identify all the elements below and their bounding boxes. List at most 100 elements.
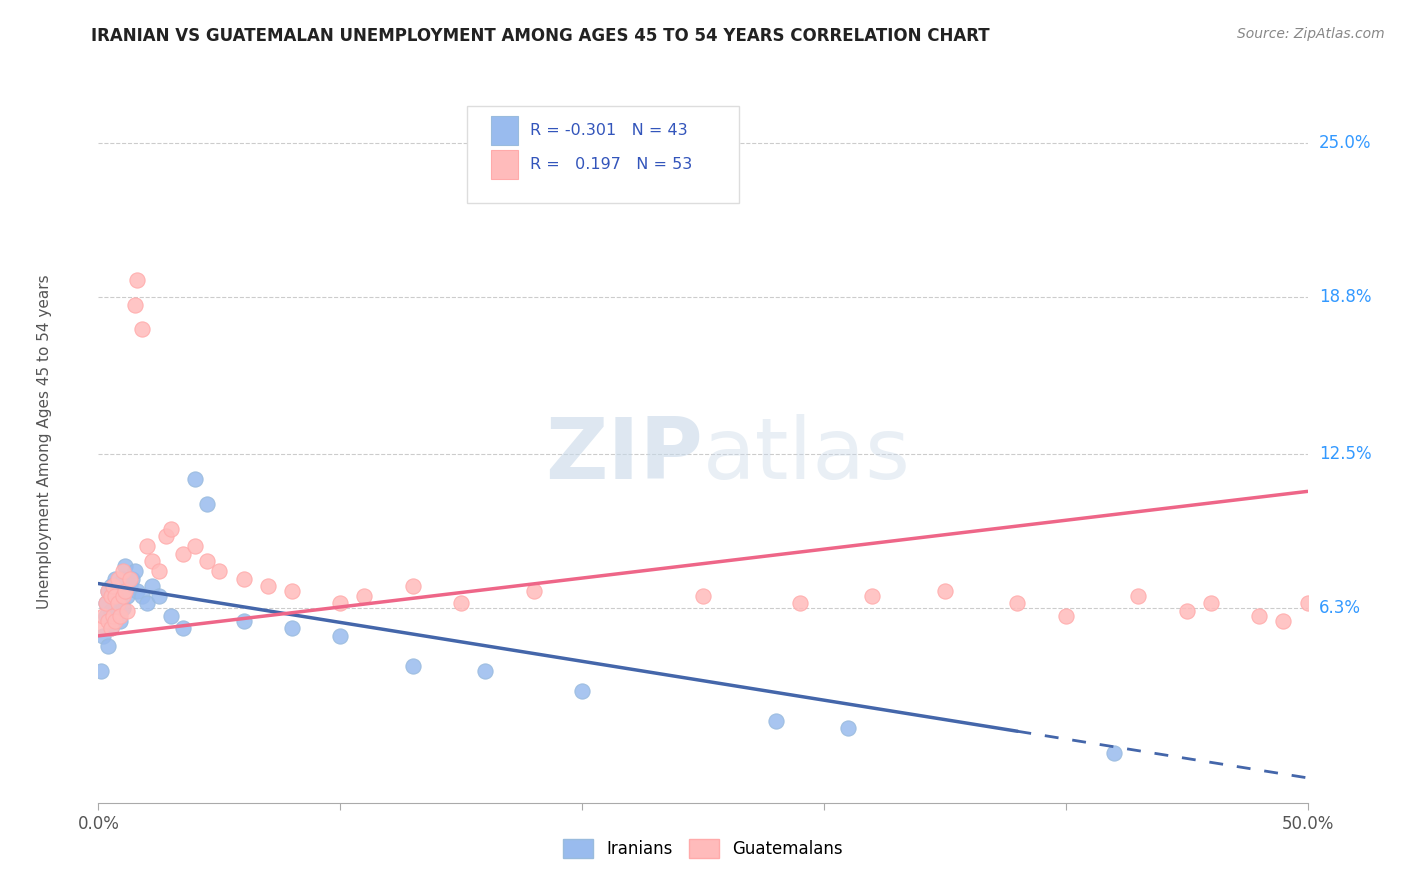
Point xyxy=(160,609,183,624)
Point xyxy=(100,621,122,635)
Point xyxy=(94,597,117,611)
Point xyxy=(281,621,304,635)
Text: 6.3%: 6.3% xyxy=(1319,599,1361,617)
Point xyxy=(100,604,122,618)
Point xyxy=(172,621,194,635)
Point xyxy=(1175,604,1198,618)
Point xyxy=(148,564,170,578)
Point xyxy=(619,173,641,187)
Point xyxy=(124,297,146,311)
Point xyxy=(111,589,134,603)
Text: atlas: atlas xyxy=(703,415,911,498)
Point xyxy=(107,572,129,586)
Point xyxy=(765,714,787,728)
Point xyxy=(100,589,122,603)
Point xyxy=(101,579,124,593)
Point xyxy=(860,589,883,603)
Point xyxy=(256,579,278,593)
Text: 25.0%: 25.0% xyxy=(1319,134,1371,152)
Point xyxy=(789,597,811,611)
Point xyxy=(114,584,136,599)
Point xyxy=(160,522,183,536)
Point xyxy=(91,629,114,643)
Point xyxy=(97,614,120,628)
Point xyxy=(232,572,254,586)
Point xyxy=(108,609,131,624)
Point xyxy=(117,589,139,603)
Text: IRANIAN VS GUATEMALAN UNEMPLOYMENT AMONG AGES 45 TO 54 YEARS CORRELATION CHART: IRANIAN VS GUATEMALAN UNEMPLOYMENT AMONG… xyxy=(91,27,990,45)
Point xyxy=(111,601,134,615)
Point xyxy=(111,572,134,586)
Point xyxy=(118,572,141,586)
Point xyxy=(104,614,127,628)
Point xyxy=(97,584,120,599)
FancyBboxPatch shape xyxy=(467,105,740,203)
Point xyxy=(450,597,472,611)
Point xyxy=(402,658,425,673)
Point xyxy=(1249,609,1271,624)
Point xyxy=(101,609,124,624)
Point xyxy=(141,554,163,568)
Point xyxy=(329,629,352,643)
Point xyxy=(91,609,114,624)
Point xyxy=(94,609,117,624)
Point xyxy=(1054,609,1077,624)
Point xyxy=(107,597,129,611)
Point xyxy=(131,589,153,603)
Point xyxy=(135,597,157,611)
FancyBboxPatch shape xyxy=(492,117,517,145)
Point xyxy=(232,614,254,628)
Point xyxy=(148,589,170,603)
Point xyxy=(523,584,546,599)
Point xyxy=(1128,589,1150,603)
Point xyxy=(97,584,120,599)
Point xyxy=(111,564,134,578)
FancyBboxPatch shape xyxy=(492,151,517,179)
Point xyxy=(97,639,120,653)
Point xyxy=(90,664,112,678)
Point xyxy=(108,589,131,603)
Text: 12.5%: 12.5% xyxy=(1319,445,1371,463)
Point xyxy=(1272,614,1295,628)
Text: R = -0.301   N = 43: R = -0.301 N = 43 xyxy=(530,123,688,138)
Text: ZIP: ZIP xyxy=(546,415,703,498)
Point xyxy=(402,579,425,593)
Text: Unemployment Among Ages 45 to 54 years: Unemployment Among Ages 45 to 54 years xyxy=(37,274,52,609)
Point xyxy=(114,559,136,574)
Point xyxy=(281,584,304,599)
Point xyxy=(100,579,122,593)
Point xyxy=(1007,597,1029,611)
Text: Source: ZipAtlas.com: Source: ZipAtlas.com xyxy=(1237,27,1385,41)
Point xyxy=(1309,604,1331,618)
Point xyxy=(104,589,127,603)
Point xyxy=(100,621,122,635)
Point xyxy=(114,584,136,599)
Point xyxy=(329,597,352,611)
Point xyxy=(692,589,714,603)
Point xyxy=(101,614,124,628)
Point xyxy=(101,589,124,603)
Point xyxy=(117,604,139,618)
Point xyxy=(208,564,231,578)
Point xyxy=(90,621,112,635)
Point xyxy=(195,497,218,511)
Point xyxy=(1296,597,1319,611)
Point xyxy=(127,272,149,286)
Point xyxy=(1199,597,1222,611)
Point xyxy=(474,664,496,678)
Point xyxy=(184,472,207,486)
Point xyxy=(1102,746,1125,760)
Point xyxy=(571,683,593,698)
Point xyxy=(94,597,117,611)
Point xyxy=(108,614,131,628)
Point xyxy=(104,572,127,586)
Point xyxy=(195,554,218,568)
Point xyxy=(124,564,146,578)
Point xyxy=(107,597,129,611)
Point xyxy=(118,579,141,593)
Point xyxy=(155,529,177,543)
Point xyxy=(184,539,207,553)
Point xyxy=(172,547,194,561)
Text: R =   0.197   N = 53: R = 0.197 N = 53 xyxy=(530,157,692,172)
Point xyxy=(141,579,163,593)
